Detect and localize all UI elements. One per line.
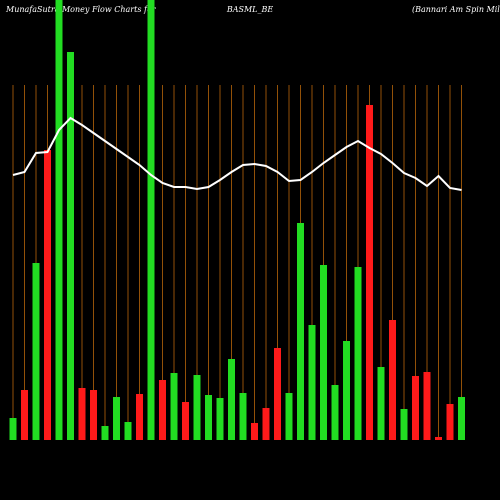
- bar: [320, 265, 327, 440]
- bar: [239, 393, 247, 440]
- bar: [308, 325, 316, 440]
- bar: [124, 422, 132, 440]
- bar: [147, 0, 155, 440]
- bar: [101, 426, 109, 440]
- bar: [67, 52, 74, 440]
- bar: [170, 373, 178, 440]
- company-name: (Bannari Am Spin Mill: [412, 5, 500, 14]
- bar: [389, 320, 396, 440]
- chart-title: MunafaSutra Money Flow Charts for: [5, 5, 157, 14]
- bar: [216, 398, 224, 440]
- bar: [343, 341, 350, 440]
- bar: [423, 372, 431, 440]
- bar: [78, 388, 86, 440]
- bar: [285, 393, 293, 440]
- bar: [9, 418, 17, 440]
- bar: [55, 0, 63, 440]
- bar: [113, 397, 120, 440]
- bar: [182, 402, 189, 440]
- bar: [331, 385, 339, 440]
- bar: [412, 376, 419, 440]
- bar: [274, 348, 281, 440]
- bar: [32, 263, 40, 440]
- money-flow-line: [12, 116, 462, 191]
- bar: [446, 404, 454, 440]
- bar: [251, 423, 258, 440]
- bar: [435, 437, 442, 440]
- bar: [136, 394, 143, 440]
- bar: [262, 408, 270, 440]
- bar: [297, 223, 304, 440]
- bar: [228, 359, 235, 440]
- bar: [21, 390, 28, 440]
- bar: [205, 395, 212, 440]
- bar: [354, 267, 362, 440]
- bar: [458, 397, 465, 440]
- bar: [44, 150, 51, 440]
- chart-subtitle: BASML_BE: [226, 5, 274, 14]
- bar: [400, 409, 408, 440]
- bar: [377, 367, 385, 440]
- bar: [193, 375, 201, 440]
- bar: [366, 105, 373, 440]
- bar: [90, 390, 97, 440]
- bar: [159, 380, 166, 440]
